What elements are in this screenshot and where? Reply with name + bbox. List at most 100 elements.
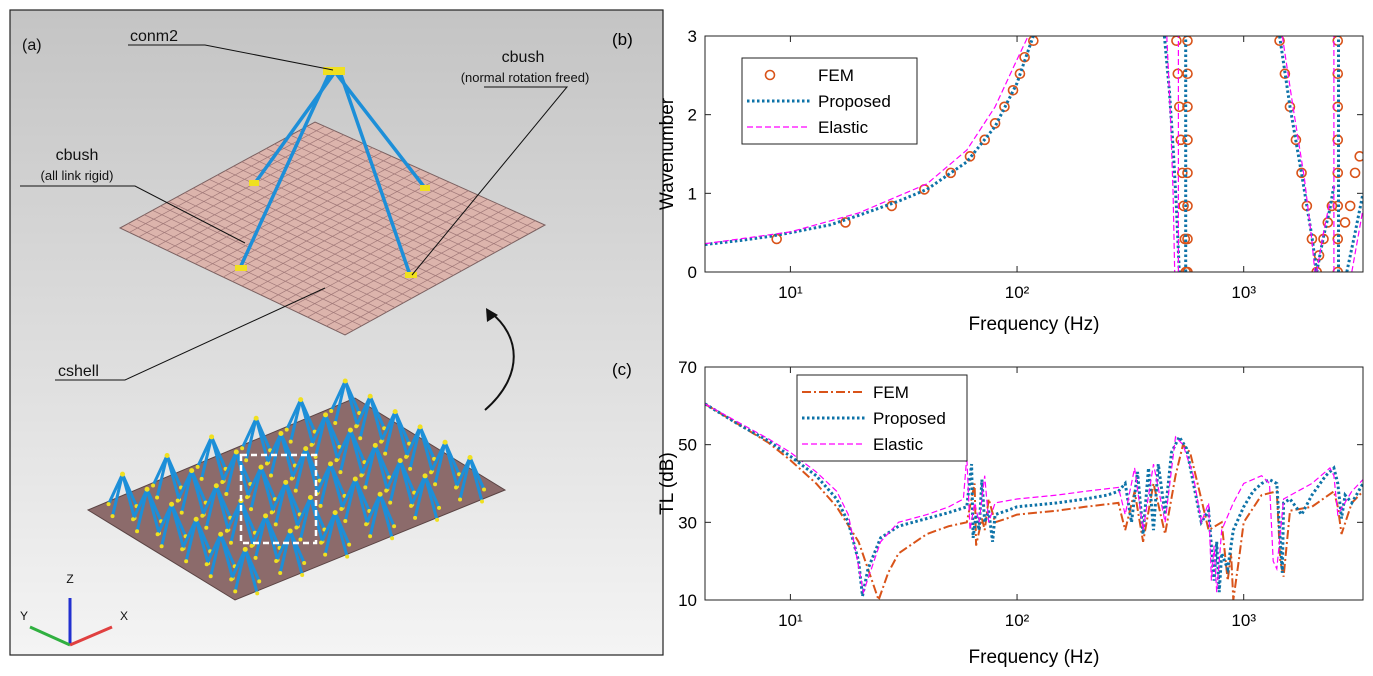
y-tick-label: 0 (688, 263, 697, 282)
leg (418, 426, 434, 472)
leg (298, 497, 312, 540)
node (204, 562, 209, 567)
node (357, 410, 362, 415)
data-point (1182, 200, 1193, 212)
node (120, 471, 126, 477)
node (458, 497, 463, 502)
node (131, 517, 136, 522)
node (407, 441, 412, 446)
leg (244, 417, 258, 461)
node (338, 470, 343, 475)
leg (200, 436, 214, 480)
leg (363, 445, 377, 488)
node (413, 515, 418, 520)
leg (160, 503, 174, 547)
leg (210, 436, 226, 482)
y-axis-label: TL (dB) (657, 452, 678, 515)
node (422, 473, 428, 479)
node (437, 505, 442, 510)
data-point (1332, 233, 1344, 245)
node (364, 522, 369, 527)
node (347, 427, 353, 433)
leg (145, 488, 161, 534)
leg (121, 473, 136, 519)
full-plate (86, 397, 507, 601)
leg (254, 515, 268, 559)
node (257, 579, 262, 584)
node (435, 517, 440, 522)
data-point (1339, 217, 1351, 228)
leg (299, 399, 315, 445)
data-point (1014, 68, 1026, 80)
grid-line (316, 211, 517, 322)
leg (190, 470, 206, 516)
data-point (1332, 266, 1344, 272)
node (298, 537, 303, 542)
data-point (1182, 266, 1193, 272)
y-tick-label: 2 (688, 106, 697, 125)
node (329, 408, 334, 413)
data-point (1182, 101, 1193, 113)
leg (135, 488, 149, 532)
node (240, 446, 245, 451)
node (408, 466, 413, 471)
arrow-head (486, 308, 498, 322)
y-tick-label: 10 (678, 591, 697, 610)
node (405, 272, 417, 278)
node (189, 468, 195, 474)
node (390, 536, 395, 541)
grid-line (290, 134, 521, 240)
node (155, 532, 160, 537)
leg (184, 518, 198, 562)
x-axis-label: Frequency (Hz) (969, 647, 1100, 668)
node (303, 446, 309, 452)
leg (393, 411, 409, 456)
leg (204, 485, 218, 529)
annotation: cbush (502, 49, 545, 66)
node (454, 485, 459, 490)
y-tick-label: 3 (688, 27, 697, 46)
axis-name: Z (66, 572, 73, 586)
node (269, 510, 274, 515)
series-line (705, 402, 1363, 597)
node (363, 485, 368, 490)
node (249, 507, 254, 512)
leg (388, 460, 402, 503)
node (233, 589, 238, 594)
node (255, 591, 260, 596)
plate-grid (127, 125, 537, 331)
y-tick-label: 70 (678, 358, 697, 377)
data-point (964, 151, 976, 162)
leg (288, 530, 304, 576)
node (342, 378, 348, 384)
data-point (1182, 68, 1193, 80)
node (209, 434, 215, 440)
node (429, 470, 434, 475)
node (164, 453, 170, 459)
node (204, 525, 209, 530)
node (159, 544, 164, 549)
node (318, 503, 323, 508)
plot-frame (704, 366, 1364, 601)
node (180, 547, 185, 552)
leg (368, 395, 384, 441)
node (457, 472, 462, 477)
leg (373, 444, 389, 490)
data-point (1349, 167, 1361, 179)
leg (243, 548, 259, 594)
data-point (1332, 68, 1344, 80)
legend-label: Elastic (818, 118, 869, 137)
mass-node (323, 67, 345, 75)
node (274, 558, 279, 563)
node (193, 516, 199, 522)
node (245, 495, 250, 500)
node (433, 482, 438, 487)
node (372, 442, 378, 448)
node (208, 574, 213, 579)
leg (308, 497, 324, 542)
data-point (1182, 134, 1193, 146)
node (213, 483, 219, 489)
leg (324, 414, 340, 460)
node (242, 546, 248, 552)
leg (333, 512, 349, 557)
